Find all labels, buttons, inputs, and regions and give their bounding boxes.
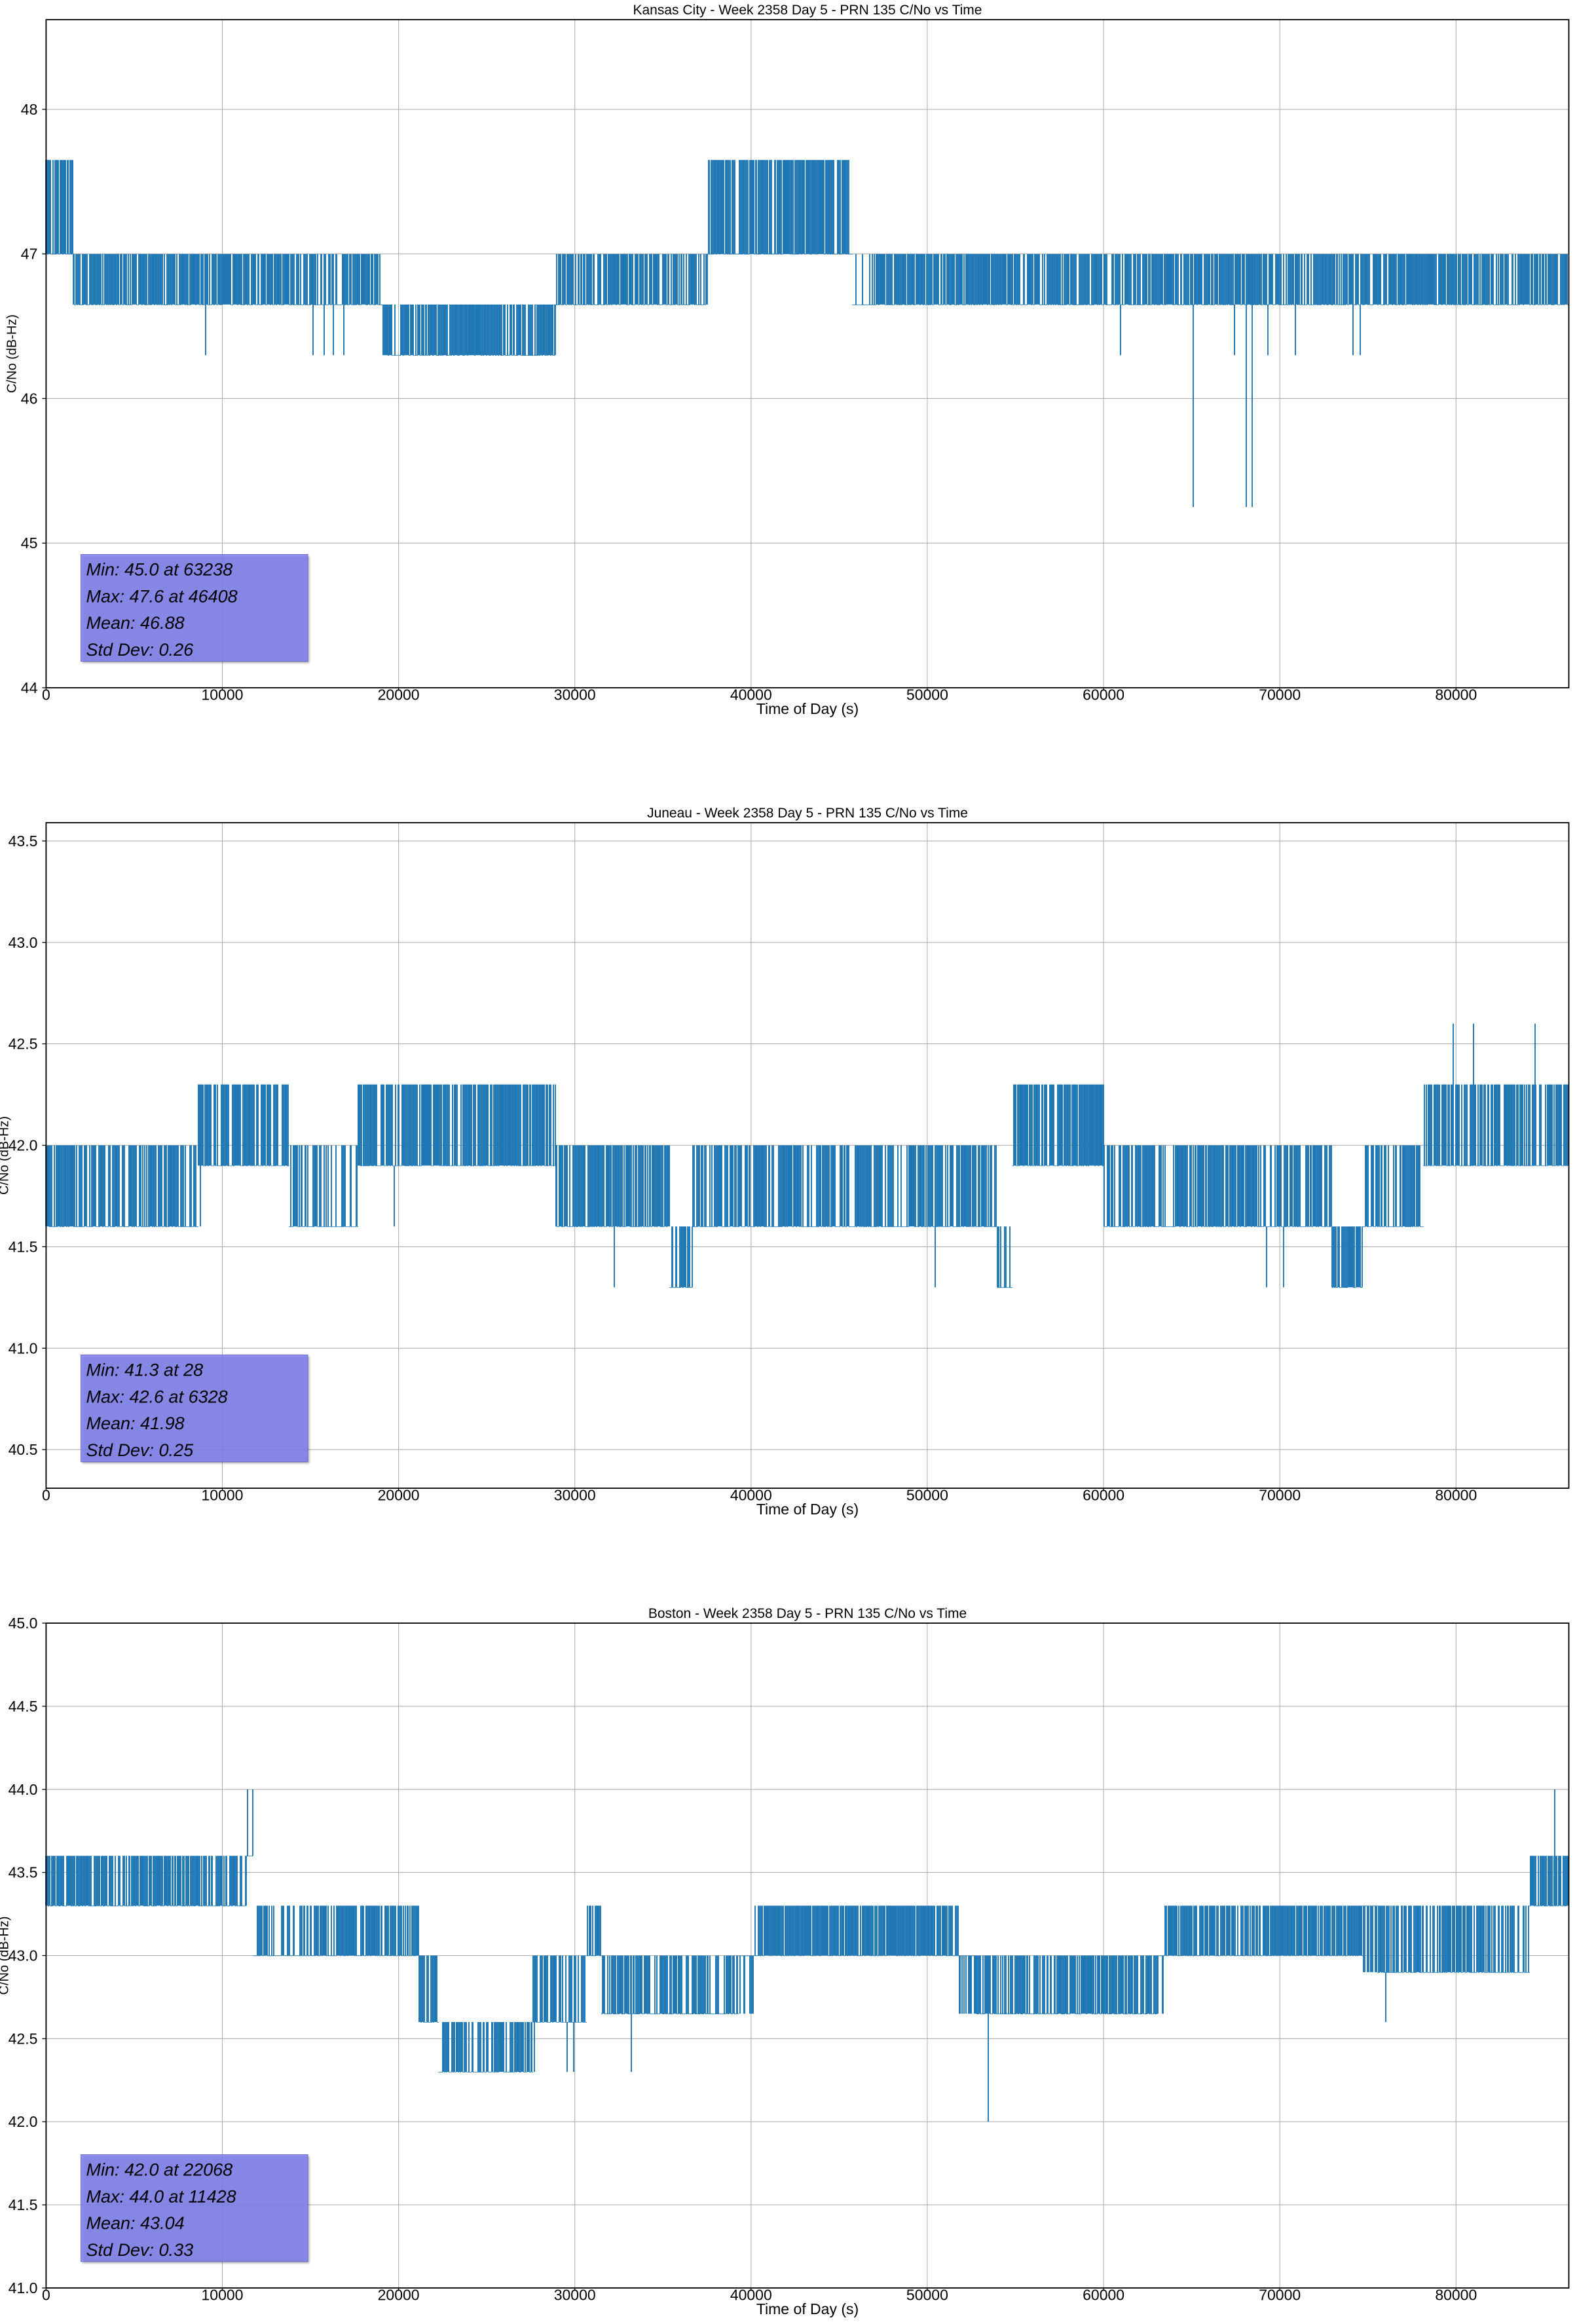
svg-text:60000: 60000 (1083, 686, 1124, 703)
svg-text:41.0: 41.0 (9, 2279, 38, 2296)
svg-text:50000: 50000 (906, 2287, 948, 2304)
svg-text:44.5: 44.5 (9, 1698, 38, 1715)
svg-text:43.5: 43.5 (9, 1864, 38, 1881)
svg-text:Min: 42.0 at 22068: Min: 42.0 at 22068 (86, 2160, 233, 2180)
svg-text:48: 48 (21, 101, 38, 118)
svg-text:70000: 70000 (1259, 2287, 1301, 2304)
svg-text:42.0: 42.0 (9, 2113, 38, 2130)
svg-text:0: 0 (42, 2287, 50, 2304)
svg-text:47: 47 (21, 246, 38, 263)
svg-text:Max: 47.6 at 46408: Max: 47.6 at 46408 (86, 586, 238, 606)
svg-text:30000: 30000 (554, 1487, 596, 1504)
svg-text:Mean: 41.98: Mean: 41.98 (86, 1414, 185, 1433)
svg-text:Min: 45.0 at 63238: Min: 45.0 at 63238 (86, 560, 233, 580)
svg-text:Std Dev: 0.26: Std Dev: 0.26 (86, 640, 195, 660)
svg-text:10000: 10000 (202, 1487, 244, 1504)
svg-text:42.5: 42.5 (9, 1036, 38, 1053)
svg-text:0: 0 (42, 686, 50, 703)
svg-text:10000: 10000 (202, 686, 244, 703)
svg-text:70000: 70000 (1259, 1487, 1301, 1504)
svg-text:46: 46 (21, 390, 38, 407)
svg-text:44.0: 44.0 (9, 1781, 38, 1798)
svg-text:20000: 20000 (378, 1487, 420, 1504)
svg-text:Min: 41.3 at 28: Min: 41.3 at 28 (86, 1360, 204, 1380)
svg-text:Std Dev: 0.33: Std Dev: 0.33 (86, 2240, 194, 2260)
svg-text:Mean: 46.88: Mean: 46.88 (86, 613, 185, 633)
svg-text:42.0: 42.0 (9, 1137, 38, 1154)
svg-text:70000: 70000 (1259, 686, 1301, 703)
svg-text:Mean: 43.04: Mean: 43.04 (86, 2213, 185, 2233)
svg-text:43.5: 43.5 (9, 833, 38, 850)
svg-text:C/No (dB-Hz): C/No (dB-Hz) (5, 314, 19, 393)
svg-text:50000: 50000 (906, 1487, 948, 1504)
svg-text:Max: 44.0 at 11428: Max: 44.0 at 11428 (86, 2186, 236, 2206)
svg-text:41.0: 41.0 (9, 1340, 38, 1357)
svg-text:60000: 60000 (1083, 1487, 1124, 1504)
svg-text:80000: 80000 (1435, 1487, 1477, 1504)
svg-text:0: 0 (42, 1487, 50, 1504)
svg-text:20000: 20000 (378, 686, 420, 703)
svg-text:C/No (dB-Hz): C/No (dB-Hz) (0, 1116, 11, 1195)
svg-text:10000: 10000 (202, 2287, 244, 2304)
svg-text:45: 45 (21, 534, 38, 552)
svg-text:44: 44 (21, 679, 38, 696)
svg-text:30000: 30000 (554, 2287, 596, 2304)
svg-text:Time of Day (s): Time of Day (s) (756, 700, 859, 717)
svg-text:40.5: 40.5 (9, 1441, 38, 1458)
svg-text:Juneau - Week 2358 Day 5 - PRN: Juneau - Week 2358 Day 5 - PRN 135 C/No … (647, 806, 968, 821)
svg-text:Max: 42.6 at 6328: Max: 42.6 at 6328 (86, 1387, 228, 1406)
svg-text:45.0: 45.0 (9, 1615, 38, 1632)
svg-text:50000: 50000 (906, 686, 948, 703)
svg-text:Std Dev: 0.25: Std Dev: 0.25 (86, 1440, 195, 1460)
svg-text:80000: 80000 (1435, 2287, 1477, 2304)
svg-text:60000: 60000 (1083, 2287, 1124, 2304)
svg-text:20000: 20000 (378, 2287, 420, 2304)
svg-text:80000: 80000 (1435, 686, 1477, 703)
svg-text:42.5: 42.5 (9, 2030, 38, 2047)
svg-text:Time of Day (s): Time of Day (s) (756, 2300, 859, 2317)
svg-text:41.5: 41.5 (9, 1238, 38, 1255)
svg-text:41.5: 41.5 (9, 2196, 38, 2213)
svg-text:Boston - Week 2358 Day 5 - PRN: Boston - Week 2358 Day 5 - PRN 135 C/No … (648, 1606, 967, 1621)
svg-text:43.0: 43.0 (9, 934, 38, 951)
svg-text:Kansas City - Week 2358 Day 5: Kansas City - Week 2358 Day 5 - PRN 135 … (633, 3, 982, 18)
svg-text:43.0: 43.0 (9, 1947, 38, 1964)
svg-text:Time of Day (s): Time of Day (s) (756, 1501, 859, 1518)
svg-text:30000: 30000 (554, 686, 596, 703)
svg-text:C/No (dB-Hz): C/No (dB-Hz) (0, 1916, 11, 1995)
